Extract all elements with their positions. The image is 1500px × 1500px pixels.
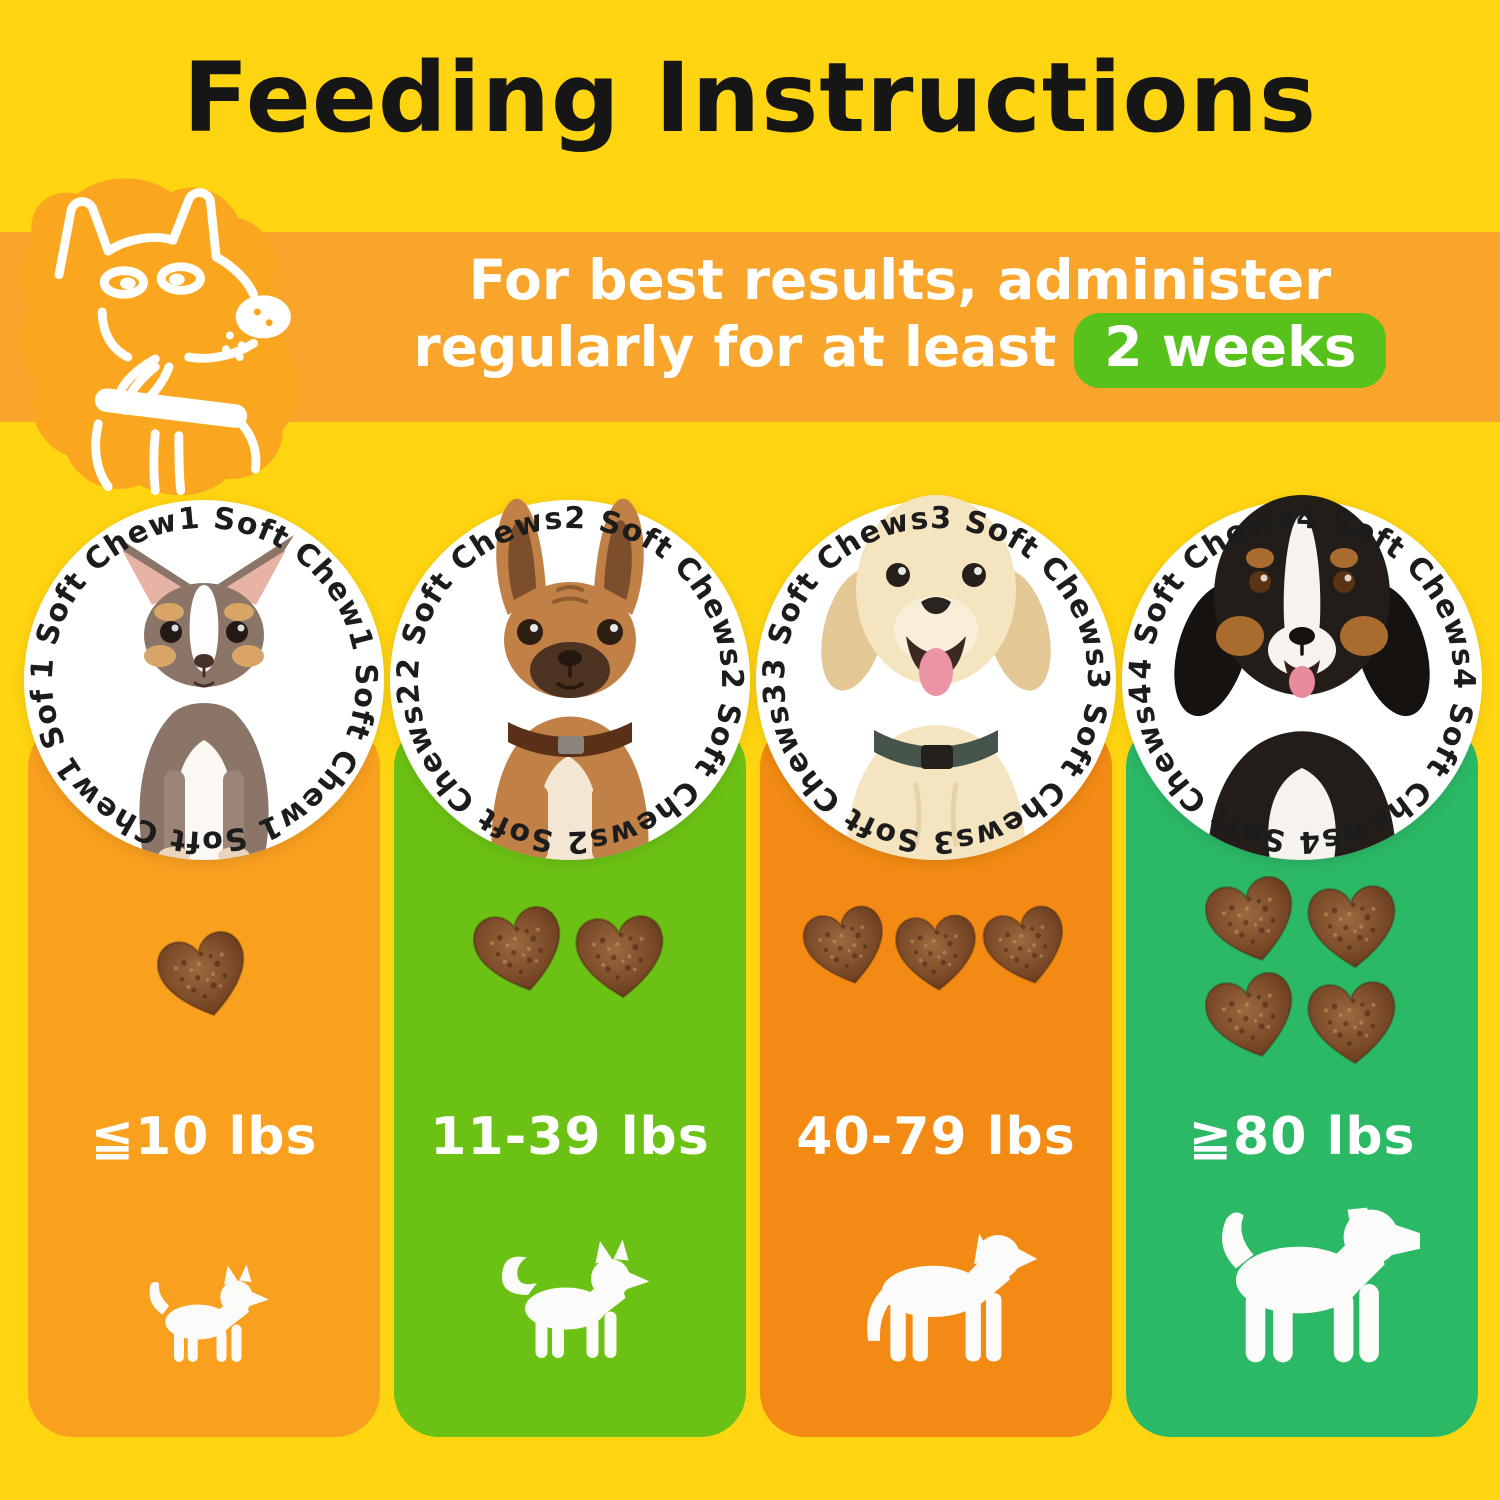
weight-range-label: 40-79 lbs	[796, 1107, 1076, 1167]
heart-chew-icon	[1293, 968, 1412, 1076]
bernese-mountain-dog-photo	[1174, 495, 1430, 860]
sketched-dog-illustration-icon	[20, 178, 300, 496]
medium-dog-silhouette-icon	[760, 1211, 1112, 1382]
toy-dog-silhouette-icon	[28, 1257, 380, 1382]
weight-range-label: 11-39 lbs	[430, 1107, 710, 1167]
french-bulldog-photo	[491, 498, 649, 860]
dog-photo-badge-2: 2 Soft Chews2 Soft Chews2 Soft Chews2 So…	[380, 440, 750, 860]
small-dog-silhouette-icon	[394, 1232, 746, 1382]
heart-chew-icon	[138, 913, 271, 1037]
chew-hearts	[760, 902, 1112, 990]
large-dog-silhouette-icon	[1126, 1186, 1478, 1382]
page-title: Feeding Instructions	[183, 42, 1317, 154]
dog-photo-badge-3: 3 Soft Chews3 Soft Chews3 Soft Chews3 So…	[746, 440, 1116, 860]
heart-chew-icon	[561, 902, 680, 1010]
golden-retriever-puppy-photo	[821, 495, 1051, 860]
weight-range-label: ≧80 lbs	[1188, 1107, 1416, 1167]
banner-line2-text: regularly for at least	[413, 314, 1057, 379]
banner-line1: For best results, administer	[468, 248, 1332, 312]
chew-hearts	[1169, 872, 1435, 1064]
banner-line2: regularly for at least 2 weeks	[330, 312, 1470, 388]
chihuahua-puppy-photo	[114, 535, 294, 860]
dog-photo-badge-4: 4 Soft Chews4 Soft Chews4 Soft Chews4 So…	[1112, 440, 1482, 860]
chew-hearts	[28, 927, 380, 1023]
dog-photo-badge-1: 1 Soft Chew1 Soft Chew1 Soft Chew1 Soft …	[14, 440, 384, 860]
duration-badge: 2 weeks	[1074, 312, 1387, 388]
heart-chew-icon	[1293, 872, 1412, 980]
chew-hearts	[394, 902, 746, 998]
weight-range-label: ≦10 lbs	[90, 1107, 318, 1167]
